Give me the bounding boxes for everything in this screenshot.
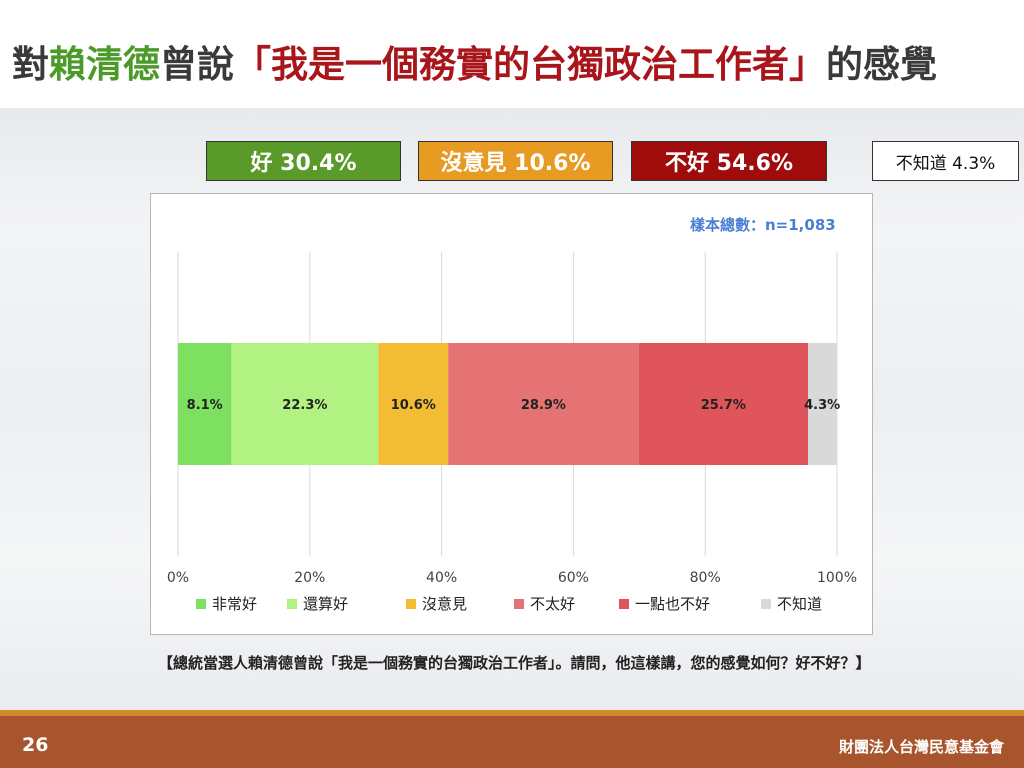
summary-unknown-box: 不知道 4.3% xyxy=(872,141,1019,181)
summary-neutral-text: 沒意見 10.6% xyxy=(440,151,591,176)
summary-unknown-text: 不知道 4.3% xyxy=(895,153,996,174)
summary-good-box: 好 30.4% xyxy=(206,141,401,181)
title-part-1: 對 xyxy=(12,43,49,86)
title-part-3: 曾說 xyxy=(160,43,234,86)
chart-panel xyxy=(150,193,873,635)
footer-bar: 26 財團法人台灣民意基金會 xyxy=(0,710,1024,768)
summary-neutral-box: 沒意見 10.6% xyxy=(418,141,613,181)
survey-question: 【總統當選人賴清德曾說「我是一個務實的台獨政治工作者」。請問，他這樣講，您的感覺… xyxy=(158,654,871,672)
title-quote: 「我是一個務實的台獨政治工作者」 xyxy=(234,43,826,86)
sample-size: 樣本總數：n=1,083 xyxy=(690,216,836,234)
summary-bad-text: 不好 54.6% xyxy=(665,151,793,176)
summary-bad-box: 不好 54.6% xyxy=(631,141,827,181)
summary-good-text: 好 30.4% xyxy=(250,151,357,176)
page-number: 26 xyxy=(22,734,49,756)
organization-name: 財團法人台灣民意基金會 xyxy=(838,738,1004,756)
slide-title: 對賴清德曾說「我是一個務實的台獨政治工作者」的感覺 xyxy=(12,34,937,86)
title-name: 賴清德 xyxy=(49,43,160,86)
title-part-5: 的感覺 xyxy=(826,43,937,86)
